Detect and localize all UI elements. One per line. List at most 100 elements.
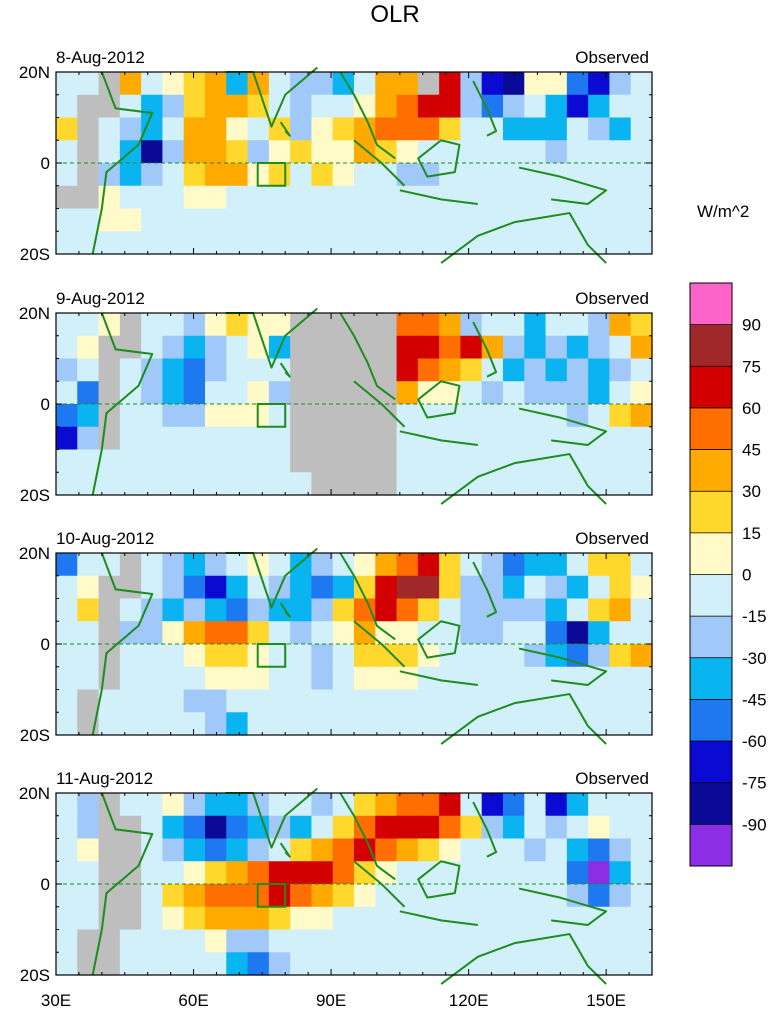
colorbar-swatch xyxy=(690,491,732,534)
olr-cell xyxy=(588,163,611,187)
olr-cell xyxy=(119,313,142,337)
olr-cell xyxy=(162,815,185,840)
olr-cell xyxy=(226,598,249,622)
olr-cell xyxy=(268,185,291,210)
olr-cell xyxy=(290,929,313,953)
olr-cell xyxy=(226,381,249,405)
colorbar-tick-label: -90 xyxy=(742,815,767,834)
olr-cell xyxy=(354,426,376,451)
olr-cell xyxy=(460,163,483,187)
olr-cell xyxy=(630,598,653,622)
olr-cell xyxy=(545,426,568,451)
olr-cell xyxy=(226,72,249,96)
olr-cell xyxy=(417,952,440,976)
olr-cell xyxy=(205,381,227,405)
panel-source-label: Observed xyxy=(575,48,649,67)
olr-cell xyxy=(247,426,270,451)
olr-cell xyxy=(290,861,313,885)
olr-cell xyxy=(183,426,206,451)
olr-cell xyxy=(439,689,462,713)
coastline xyxy=(417,620,461,659)
olr-cell xyxy=(630,906,653,931)
olr-cell xyxy=(588,140,611,164)
olr-cell xyxy=(77,381,100,405)
olr-cell xyxy=(609,952,632,976)
olr-cell xyxy=(56,404,78,428)
olr-cell xyxy=(247,94,270,119)
olr-cell xyxy=(268,404,291,428)
olr-cell xyxy=(332,644,355,668)
olr-cell xyxy=(290,140,313,164)
olr-cell xyxy=(162,72,185,96)
olr-cell xyxy=(588,861,611,885)
coastline xyxy=(518,407,608,446)
olr-cell xyxy=(460,815,483,840)
olr-cell xyxy=(609,575,632,600)
olr-cell xyxy=(439,793,462,817)
olr-cell xyxy=(609,117,632,141)
coastline xyxy=(91,71,154,255)
olr-cell xyxy=(503,313,525,337)
olr-cell xyxy=(141,621,164,645)
olr-cell xyxy=(566,426,589,451)
olr-cell xyxy=(247,598,270,622)
olr-cell xyxy=(98,335,121,360)
coastline xyxy=(353,860,406,908)
olr-cell xyxy=(375,231,398,255)
olr-cell xyxy=(332,163,355,187)
olr-cell xyxy=(417,335,440,360)
y-tick-label: 20S xyxy=(20,245,50,264)
olr-cell xyxy=(119,929,142,953)
olr-cell xyxy=(183,712,206,736)
olr-cell xyxy=(332,952,355,976)
olr-cell xyxy=(268,313,291,337)
olr-cell xyxy=(332,381,355,405)
olr-cell xyxy=(56,712,78,736)
olr-cell xyxy=(439,598,462,622)
olr-cell xyxy=(56,793,78,817)
y-tick-label: 20N xyxy=(19,63,50,82)
olr-cell xyxy=(290,94,313,119)
olr-cell xyxy=(630,929,653,953)
olr-cell xyxy=(98,644,121,668)
olr-cell xyxy=(56,313,78,337)
olr-cell xyxy=(268,952,291,976)
olr-cell xyxy=(481,884,504,908)
olr-cell xyxy=(205,929,227,953)
colorbar-swatch xyxy=(690,741,732,784)
olr-cell xyxy=(630,815,653,840)
olr-cell xyxy=(630,117,653,141)
olr-cell xyxy=(183,689,206,713)
olr-cell xyxy=(77,72,100,96)
olr-cell xyxy=(141,117,164,141)
olr-cell xyxy=(268,358,291,382)
olr-cell xyxy=(566,861,589,885)
olr-cell xyxy=(609,666,632,691)
olr-cell xyxy=(609,231,632,255)
olr-cell xyxy=(417,575,440,600)
y-tick-label: 0 xyxy=(41,154,50,173)
olr-cell xyxy=(396,884,419,908)
olr-cell xyxy=(311,689,334,713)
olr-cell xyxy=(332,689,355,713)
olr-cell xyxy=(56,72,78,96)
coastline xyxy=(518,887,608,926)
olr-cell xyxy=(247,231,270,255)
olr-cell xyxy=(119,117,142,141)
olr-cell xyxy=(162,712,185,736)
olr-cell xyxy=(588,185,611,210)
olr-cell xyxy=(226,884,249,908)
olr-cell xyxy=(545,381,568,405)
olr-cell xyxy=(226,793,249,817)
olr-cell xyxy=(503,884,525,908)
olr-cell xyxy=(503,72,525,96)
olr-cell xyxy=(460,689,483,713)
olr-cell xyxy=(311,231,334,255)
olr-cell xyxy=(77,208,100,232)
olr-cell xyxy=(162,94,185,119)
olr-cell xyxy=(162,208,185,232)
olr-cell xyxy=(566,117,589,141)
olr-cell xyxy=(396,231,419,255)
olr-cell xyxy=(630,472,653,496)
olr-cell xyxy=(396,861,419,885)
